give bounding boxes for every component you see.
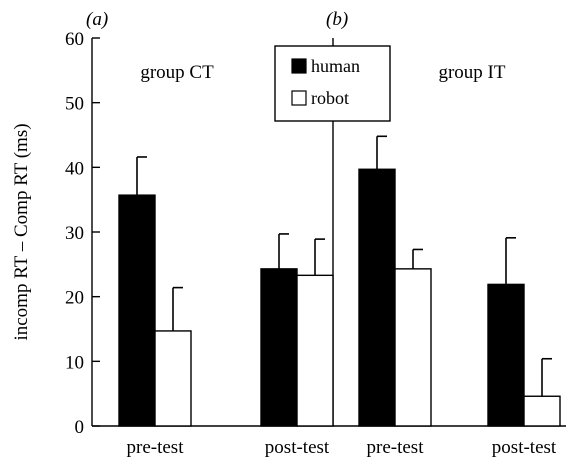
group-label-1: group IT [438, 62, 505, 83]
legend-swatch-human [291, 58, 307, 74]
bar-p1-c0-robot [394, 268, 432, 427]
bars [118, 135, 561, 427]
y-tick-label-60: 60 [65, 29, 84, 50]
bar-p1-c1-human [487, 283, 525, 427]
legend-label-human: human [311, 56, 360, 76]
bar-p0-c0-human [118, 194, 156, 427]
y-tick-label-0: 0 [75, 417, 85, 438]
labels: 0 10 20 30 40 50 60(a) group CT pre-test post-tes… [65, 9, 557, 458]
legend: human robot [274, 45, 391, 122]
x-tick-label-0-1: post-test [265, 437, 330, 458]
panel-label-0: (a) [86, 9, 108, 30]
bar-p0-c1-human [260, 268, 298, 427]
group-label-0: group CT [140, 62, 214, 83]
y-tick-label-40: 40 [65, 158, 84, 179]
x-tick-label-1-0: pre-test [367, 437, 425, 458]
bar-p1-c0-human [358, 168, 396, 427]
y-tick-label-10: 10 [65, 352, 84, 373]
y-tick-label-20: 20 [65, 288, 84, 309]
x-tick-label-1-1: post-test [492, 437, 557, 458]
panel-label-1: (b) [326, 9, 348, 30]
bar-p1-c1-robot [523, 395, 561, 427]
bar-p0-c0-robot [154, 330, 192, 427]
y-tick-label-30: 30 [65, 223, 84, 244]
y-axis-label: incomp RT – Comp RT (ms) [11, 123, 32, 340]
legend-swatch-robot [291, 90, 307, 106]
y-tick-label-50: 50 [65, 94, 84, 115]
x-tick-label-0-0: pre-test [127, 437, 185, 458]
legend-label-robot: robot [311, 88, 349, 108]
bar-p0-c1-robot [296, 274, 334, 427]
